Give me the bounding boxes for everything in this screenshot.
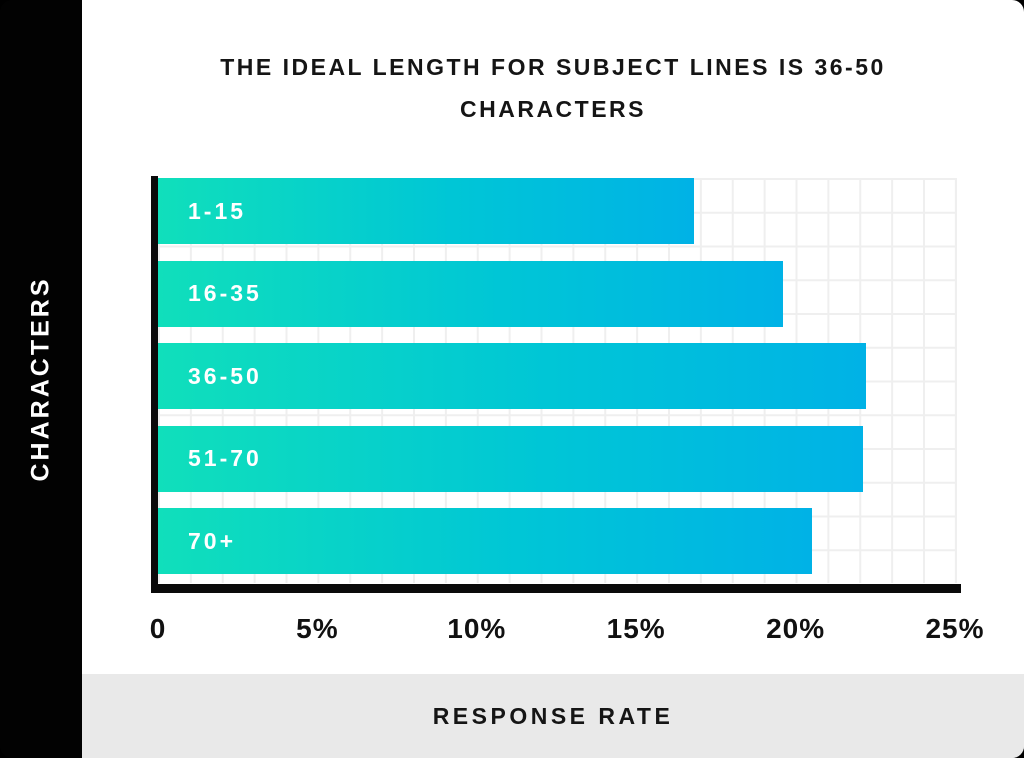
chart-content: THE IDEAL LENGTH FOR SUBJECT LINES IS 36… xyxy=(82,0,1024,758)
chart-title-line1: THE IDEAL LENGTH FOR SUBJECT LINES IS 36… xyxy=(220,54,886,80)
x-axis-label: RESPONSE RATE xyxy=(432,702,674,729)
x-tick-10pct: 10% xyxy=(447,613,507,644)
bar-51-70: 51-70 xyxy=(158,425,863,492)
bar-label: 70+ xyxy=(188,527,237,554)
x-axis-title-bar: RESPONSE RATE xyxy=(82,674,1024,758)
x-tick-0: 0 xyxy=(149,613,167,644)
x-axis-ticks: 0 5% 10% 15% 20% 25% xyxy=(150,613,984,647)
bar-label: 36-50 xyxy=(188,362,262,389)
bar-36-50: 36-50 xyxy=(158,343,866,410)
bar-label: 16-35 xyxy=(188,280,262,307)
plot-area: 1-15 16-35 36-50 51-70 70+ 0 5% 10% 15% 20% 25% xyxy=(150,176,984,644)
bar-label: 51-70 xyxy=(188,445,262,472)
bar-label: 1-15 xyxy=(188,197,247,224)
bar-70+: 70+ xyxy=(158,508,812,575)
y-axis-line xyxy=(151,176,158,593)
chart-title-line2: CHARACTERS xyxy=(460,96,646,122)
x-tick-25pct: 25% xyxy=(925,613,985,644)
y-axis-band: CHARACTERS xyxy=(0,0,82,758)
y-axis-label: CHARACTERS xyxy=(26,276,55,482)
bar-1-15: 1-15 xyxy=(158,178,694,244)
x-tick-5pct: 5% xyxy=(296,613,339,644)
x-tick-20pct: 20% xyxy=(766,613,826,644)
chart-title: THE IDEAL LENGTH FOR SUBJECT LINES IS 36… xyxy=(82,46,1024,130)
x-tick-15pct: 15% xyxy=(606,613,666,644)
bar-16-35: 16-35 xyxy=(158,260,783,327)
x-axis-line xyxy=(151,584,961,593)
